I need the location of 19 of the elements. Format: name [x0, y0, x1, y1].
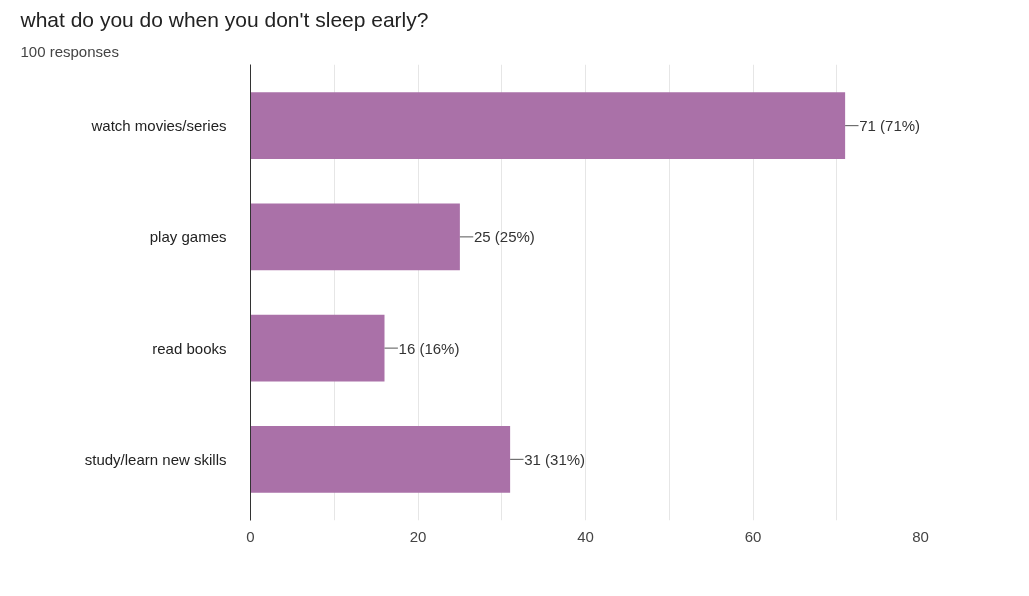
x-tick-label: 40: [577, 527, 594, 545]
text: 100 responses: [20, 42, 119, 60]
y-tick-label: study/learn new skills: [84, 450, 227, 468]
x-tick-label: 80: [912, 527, 929, 545]
data-label: 16 (16%): [398, 339, 460, 357]
y-tick-label: read books: [152, 339, 227, 357]
data-label: 25 (25%): [473, 228, 535, 246]
x-tick-label: 20: [409, 527, 427, 545]
data-label: 71 (71%): [859, 117, 921, 135]
bar: [250, 425, 511, 493]
chart-title: what do you do when you don't sleep early?: [19, 7, 429, 31]
bar: [250, 203, 460, 271]
y-tick-label: play games: [149, 228, 227, 246]
bar: [250, 92, 846, 160]
x-tick-label: 0: [246, 527, 255, 545]
y-tick-label: watch movies/series: [90, 117, 227, 135]
bar: [250, 314, 385, 382]
data-label: 31 (31%): [524, 450, 586, 468]
x-tick-label: 60: [744, 527, 762, 545]
